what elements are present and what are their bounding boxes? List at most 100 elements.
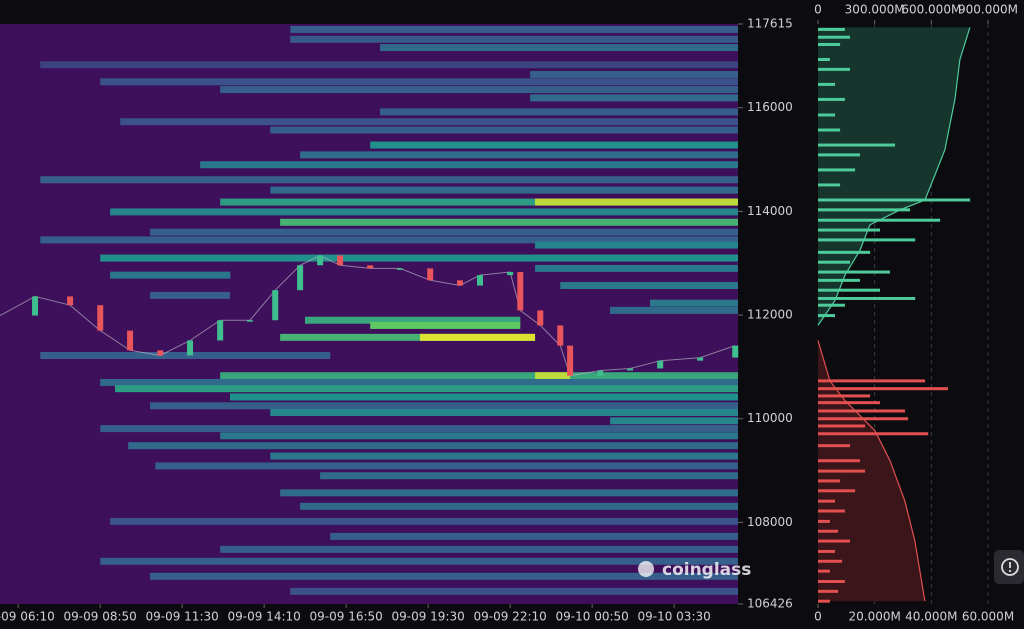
- candle: [557, 325, 564, 346]
- x-tick-label: 09-09 11:30: [145, 610, 218, 624]
- y-tick-label: 108000: [747, 515, 793, 529]
- info-button[interactable]: [994, 550, 1024, 584]
- liquidation-bar: [818, 303, 845, 307]
- heat-band: [300, 151, 738, 159]
- liquidation-bar: [818, 549, 835, 553]
- heat-band: [270, 409, 738, 417]
- candle: [457, 280, 464, 286]
- heat-band: [150, 572, 738, 580]
- x-tick-label: 09-09 06:10: [0, 610, 55, 624]
- x2-tick-label: 600.000M: [901, 3, 961, 17]
- x2-tick-label: 0: [814, 3, 822, 17]
- liquidation-bar: [818, 42, 841, 46]
- liquidation-bar: [818, 432, 929, 436]
- liquidation-bar: [818, 128, 841, 132]
- liquidation-bar: [818, 82, 835, 86]
- x-tick-label: 40.000M: [905, 610, 957, 624]
- heat-band: [155, 462, 739, 470]
- info-icon-dot[interactable]: [1008, 569, 1012, 573]
- cumulative-area: [818, 340, 925, 602]
- profile-panel: 0 20.000M 40.000M 60.000M 0 300.000M600.000M9…: [814, 3, 1018, 624]
- liquidation-bar: [818, 228, 881, 232]
- heat-band: [370, 321, 521, 329]
- candle: [297, 265, 304, 291]
- heat-band: [220, 86, 739, 94]
- y-tick-label: 110000: [747, 411, 793, 425]
- liquidation-bar: [818, 379, 926, 383]
- heat-band: [270, 452, 738, 460]
- liquidation-bar: [818, 469, 866, 473]
- liquidation-bar: [818, 569, 830, 573]
- heat-band: [150, 402, 738, 410]
- candle: [127, 330, 134, 351]
- candle: [246, 320, 253, 322]
- heat-band: [270, 126, 738, 134]
- candle: [32, 296, 39, 316]
- liquidation-bar: [818, 27, 845, 31]
- heat-band: [220, 372, 739, 380]
- heat-band: [100, 378, 739, 386]
- price-line: [0, 254, 736, 377]
- liquidation-bar: [818, 208, 911, 212]
- heat-band: [150, 291, 231, 299]
- heat-band: [200, 161, 738, 169]
- candle: [597, 370, 604, 376]
- heat-band: [650, 299, 738, 307]
- candle: [97, 305, 104, 331]
- heat-band: [535, 198, 738, 206]
- candle: [697, 357, 704, 361]
- liquidation-bar: [818, 250, 871, 254]
- x-tick-label: 09-09 14:10: [228, 610, 301, 624]
- x-tick-label: 60.000M: [962, 610, 1014, 624]
- liquidation-bar: [818, 198, 971, 202]
- liquidation-bar: [818, 401, 881, 405]
- liquidation-bar: [818, 559, 843, 563]
- info-button-bg[interactable]: [994, 550, 1024, 584]
- candle: [567, 345, 574, 376]
- candle: [217, 320, 224, 341]
- y-tick-label: 116000: [747, 100, 793, 114]
- candle: [337, 255, 344, 266]
- heat-band: [40, 236, 739, 244]
- heat-band: [420, 333, 536, 341]
- heat-band: [330, 532, 738, 540]
- heat-band: [120, 118, 739, 126]
- liquidation-bar: [818, 424, 866, 428]
- liquidation-bar: [818, 35, 851, 39]
- liquidation-bar: [818, 409, 905, 413]
- liquidation-bar: [818, 580, 845, 584]
- heat-band: [610, 306, 738, 314]
- candle: [367, 265, 374, 269]
- x-tick-label: 09-09 16:50: [310, 610, 383, 624]
- candle: [272, 290, 279, 321]
- candle: [732, 345, 739, 358]
- heat-band: [220, 432, 739, 440]
- liquidation-bar: [818, 260, 851, 264]
- x-tick-label: 09-09 19:30: [391, 610, 464, 624]
- x-tick-label: 20.000M: [848, 610, 900, 624]
- heat-band: [530, 94, 738, 102]
- liquidation-bar: [818, 153, 860, 157]
- heat-band: [40, 176, 739, 184]
- heat-band: [110, 271, 231, 279]
- heat-band: [100, 425, 739, 433]
- heat-band: [40, 61, 739, 69]
- x-tick-label: 09-10 00:50: [556, 610, 629, 624]
- liquidation-bar: [818, 499, 835, 503]
- liquidation-bar: [818, 394, 871, 398]
- candle: [427, 268, 434, 281]
- heat-band: [305, 316, 521, 324]
- candle: [187, 340, 194, 356]
- candle: [477, 275, 484, 286]
- heat-band: [290, 35, 738, 43]
- liquidation-bar: [818, 58, 830, 62]
- heat-band: [220, 545, 739, 553]
- candle: [157, 350, 164, 356]
- liquidation-bar: [818, 509, 845, 513]
- heat-band: [40, 351, 331, 359]
- info-icon[interactable]: [1001, 558, 1019, 576]
- x2-tick-label: 900.000M: [958, 3, 1018, 17]
- liquidation-bar: [818, 97, 845, 101]
- candle: [67, 296, 74, 306]
- candle: [627, 368, 634, 371]
